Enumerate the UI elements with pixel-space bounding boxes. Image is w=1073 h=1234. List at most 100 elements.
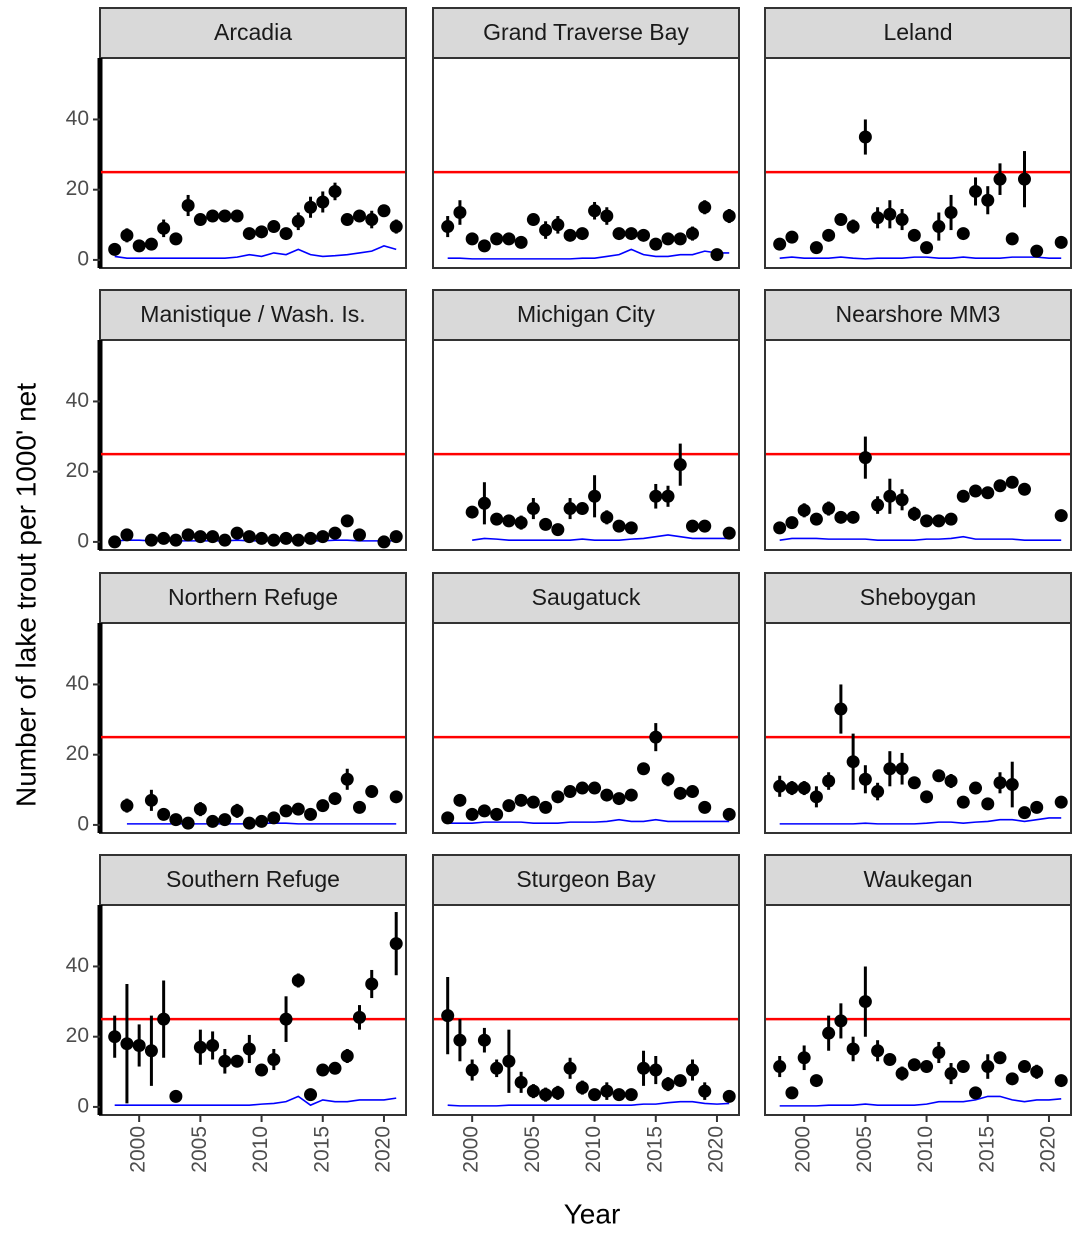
x-tick-label: 2015 [975,1126,998,1173]
x-tick-label: 2015 [643,1126,666,1173]
point [698,519,712,533]
point [649,730,663,744]
point [230,1054,244,1068]
point [328,184,342,198]
point [661,489,675,503]
point [698,800,712,814]
point [895,1067,909,1081]
point [895,493,909,507]
point [206,1038,220,1052]
x-tick-label: 2005 [521,1126,544,1173]
point [907,228,921,242]
point [108,242,122,256]
point [600,788,614,802]
point [218,209,232,223]
point [377,535,391,549]
point [710,248,724,262]
strip [99,854,407,906]
point [193,530,207,544]
point [120,799,134,813]
point [600,510,614,524]
strip [764,854,1072,906]
point [981,797,995,811]
point [465,505,479,519]
panel: Michigan City [432,289,740,551]
point [1005,475,1019,489]
panel: Saugatuck [432,572,740,834]
panel-frame [764,622,1072,834]
point [944,206,958,220]
point [834,702,848,716]
point [453,793,467,807]
point [279,227,293,241]
point [255,531,269,545]
strip-title: Saugatuck [532,584,641,610]
point [846,220,860,234]
point [242,530,256,544]
point [575,781,589,795]
point [255,814,269,828]
point [551,1086,565,1100]
point [932,514,946,528]
y-tick-label: 20 [66,459,89,482]
trend-line [114,245,397,259]
point [539,517,553,531]
point [539,223,553,237]
panel-frame [432,904,740,1116]
point [1054,509,1068,523]
point [661,1077,675,1091]
x-tick-label: 2020 [1037,1126,1060,1173]
point [291,974,305,988]
point [685,785,699,799]
point [834,1014,848,1028]
point [834,510,848,524]
point [120,1037,134,1051]
point [858,995,872,1009]
point [993,776,1007,790]
point [575,1081,589,1095]
point [673,458,687,472]
point [502,1054,516,1068]
point [944,512,958,526]
point [304,1088,318,1102]
point [539,800,553,814]
point [883,762,897,776]
strip [432,572,740,624]
point [242,816,256,830]
point [907,507,921,521]
x-axis-title: Year [564,1198,621,1229]
strip-title: Grand Traverse Bay [483,19,689,45]
point [255,225,269,239]
point [624,521,638,535]
point [785,516,799,530]
y-tick-label: 40 [66,107,89,130]
x-tick-label: 2020 [372,1126,395,1173]
y-tick-label: 40 [66,672,89,695]
point [316,799,330,813]
point [612,1088,626,1102]
point [588,781,602,795]
trend-line [779,1095,1062,1107]
point [993,1051,1007,1065]
trend-line [779,535,1062,541]
point [389,937,403,951]
point [340,1049,354,1063]
point [157,807,171,821]
x-tick-label: 2010 [914,1126,937,1173]
point [1017,482,1031,496]
y-tick-label: 0 [77,529,89,552]
point [477,1033,491,1047]
point [352,528,366,542]
point [490,1061,504,1075]
point [809,241,823,255]
point [291,533,305,547]
point [502,232,516,246]
point [120,528,134,542]
strip-title: Sheboygan [860,584,976,610]
strip [764,572,1072,624]
point [563,785,577,799]
point [169,533,183,547]
point [809,1074,823,1088]
point [871,1044,885,1058]
panel: Arcadia 0 20 40 [66,7,407,270]
